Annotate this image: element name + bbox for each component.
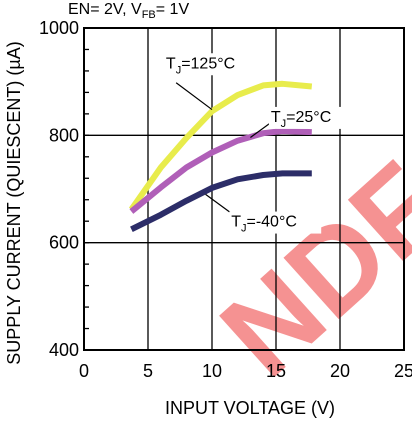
x-tick-label: 10: [202, 361, 222, 381]
x-tick-label: 15: [266, 361, 286, 381]
x-axis-label: INPUT VOLTAGE (V): [165, 398, 335, 418]
series-line: [129, 128, 312, 214]
series-line: [128, 80, 313, 212]
series-label-rest: =125°C: [181, 55, 235, 72]
series-label-main: T: [271, 109, 281, 126]
series-label-sub: J: [241, 223, 247, 235]
x-tick-label: 0: [79, 361, 89, 381]
series-label-rest: =25°C: [286, 109, 331, 126]
series-label: TJ=125°C: [166, 55, 235, 76]
y-tick-label: 1000: [39, 18, 79, 38]
series-label: TJ=25°C: [271, 109, 331, 130]
y-tick-labels: 400 600 800 1000: [39, 18, 79, 360]
x-tick-labels: 0 5 10 15 20 25: [79, 361, 412, 381]
condition-prefix: EN= 2V, V: [68, 1, 142, 18]
series-label-bg: [268, 106, 361, 129]
series-label-sub: J: [281, 118, 287, 130]
condition-sub: FB: [142, 9, 156, 21]
watermark: NDF: [196, 137, 412, 402]
x-tick-label: 25: [394, 361, 412, 381]
y-axis-label: SUPPLY CURRENT (QUIESCENT) (µA): [4, 41, 24, 364]
y-tick-label: 600: [49, 233, 79, 253]
series-label: TJ=-40°C: [231, 214, 297, 235]
series-leader-line: [250, 123, 270, 138]
condition-suffix: = 1V: [156, 1, 190, 18]
series-label-bg: [163, 53, 256, 76]
series-label-bg: [229, 211, 322, 234]
series-labels: TJ=125°CTJ=25°CTJ=-40°C: [163, 53, 361, 235]
series-label-sub: J: [176, 64, 182, 76]
series-lines: [128, 80, 313, 232]
x-tick-label: 5: [143, 361, 153, 381]
plot-frame: [83, 27, 405, 351]
condition-label: EN= 2V, VFB= 1V: [68, 1, 189, 21]
series-label-main: T: [231, 214, 241, 231]
y-tick-label: 800: [49, 125, 79, 145]
series-label-rest: =-40°C: [246, 214, 296, 231]
series-leader-line: [175, 82, 213, 111]
series-line: [130, 170, 312, 232]
x-tick-label: 20: [330, 361, 350, 381]
series-label-main: T: [166, 55, 176, 72]
y-tick-label: 400: [49, 340, 79, 360]
